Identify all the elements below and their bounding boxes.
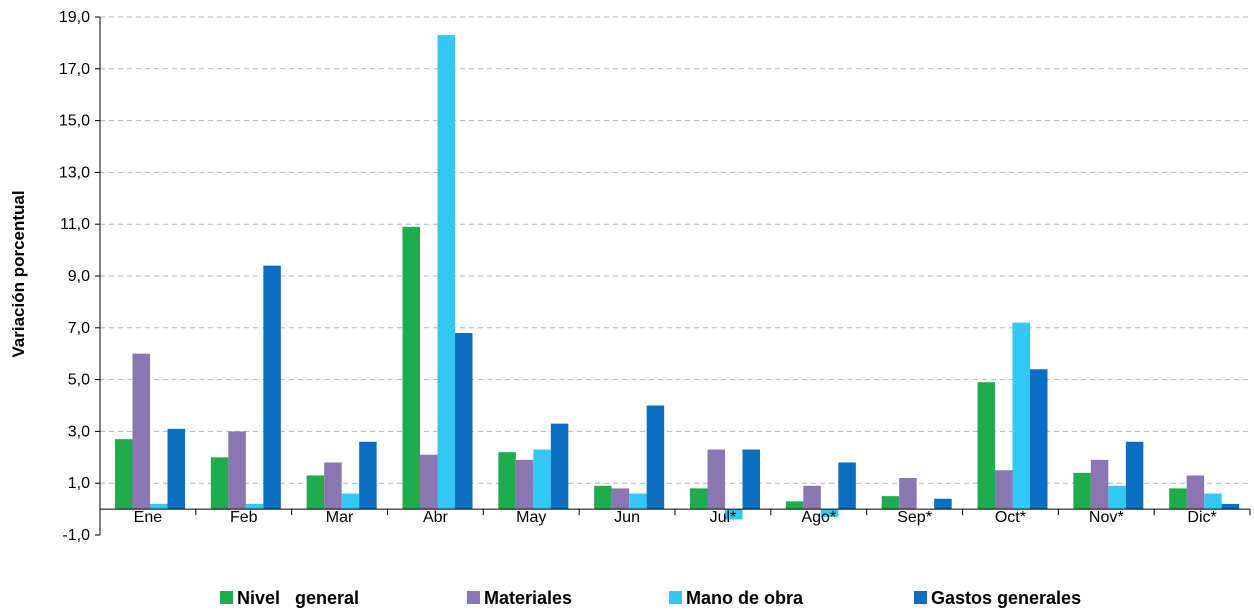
bar [881,496,900,510]
legend-label: Gastos generales [931,588,1081,608]
legend-swatch [467,591,480,604]
bar [1186,475,1205,510]
bar [1030,369,1048,510]
bar [228,431,246,510]
legend-item: Mano de obra [669,588,804,608]
bar [245,503,264,510]
bar [707,449,725,510]
x-tick-label: Nov* [1089,509,1124,526]
bar [1012,322,1030,510]
bar [550,423,569,510]
legend: Nivel general Materiales Mano de obra Gasto… [220,588,1081,608]
bar [455,332,473,510]
y-tick-label: 7,0 [68,320,90,337]
bar [498,452,516,510]
x-tick-label: Sep* [897,509,932,526]
bar [995,470,1013,510]
bar [263,265,281,510]
bar [594,485,612,510]
x-tick-label: Ago* [801,509,836,526]
bar [359,441,377,510]
bar [690,488,708,510]
x-tick-label: Oct* [995,509,1026,526]
x-tick-label: May [516,509,546,526]
y-tick-label: 19,0 [59,9,90,26]
y-axis: -1,0 1,0 3,0 5,0 7,0 9,0 11,0 13,0 15,0 17,0 19,0 [59,9,101,544]
legend-item: Gastos generales [914,588,1081,608]
gridlines [100,16,1250,484]
bar [629,493,647,510]
bar [437,35,455,510]
x-tick-label: Ene [134,509,163,526]
bar [533,449,551,510]
bar [1090,459,1109,510]
bar [515,459,534,510]
bar [977,382,995,510]
x-axis: Ene Feb Mar Abr May Jun Jul* Ago* Sep* Oct* Nov* Di… [99,508,1251,526]
legend-label: Nivel general [237,588,359,608]
y-tick-label: -1,0 [62,527,90,544]
y-tick-label: 11,0 [60,216,90,233]
bar [1169,488,1187,510]
bar [420,454,438,510]
x-tick-label: Feb [230,509,258,526]
bar [820,509,839,517]
x-tick-label: Mar [326,509,354,526]
legend-item: Nivel general [220,588,359,608]
bar [341,493,360,510]
legend-swatch [220,591,233,604]
bars [115,35,1240,520]
y-axis-label: Variación porcentual [9,190,28,357]
bar [167,428,185,510]
bar [115,439,133,510]
bar [1073,472,1091,510]
y-tick-label: 3,0 [68,423,90,440]
bar [899,478,917,510]
x-tick-label: Abr [423,509,449,526]
bar [1204,493,1222,510]
legend-label: Materiales [484,588,572,608]
bar [785,501,804,510]
y-tick-label: 13,0 [59,164,90,181]
x-tick-label: Jun [614,509,640,526]
legend-swatch [914,591,927,604]
bar [1221,503,1240,510]
x-tick-label: Dic* [1187,509,1216,526]
y-tick-label: 5,0 [68,372,90,389]
y-tick-label: 9,0 [68,268,90,285]
bar [725,509,743,520]
bar [1125,441,1144,510]
y-tick-label: 17,0 [59,61,90,78]
bar [210,457,229,510]
bar [150,503,168,510]
bar [742,449,760,510]
bar [1108,485,1126,510]
bar [803,485,821,510]
bar [611,488,630,510]
bar [306,475,325,510]
bar [324,462,342,510]
bar [402,226,420,510]
y-tick-label: 1,0 [68,475,90,492]
bar [132,353,150,510]
y-tick-label: 15,0 [59,113,90,130]
legend-label: Mano de obra [686,588,804,608]
legend-item: Materiales [467,588,572,608]
bar [838,462,856,510]
bar [934,498,952,510]
x-tick-label: Jul* [710,509,737,526]
bar [646,405,665,510]
legend-swatch [669,591,682,604]
